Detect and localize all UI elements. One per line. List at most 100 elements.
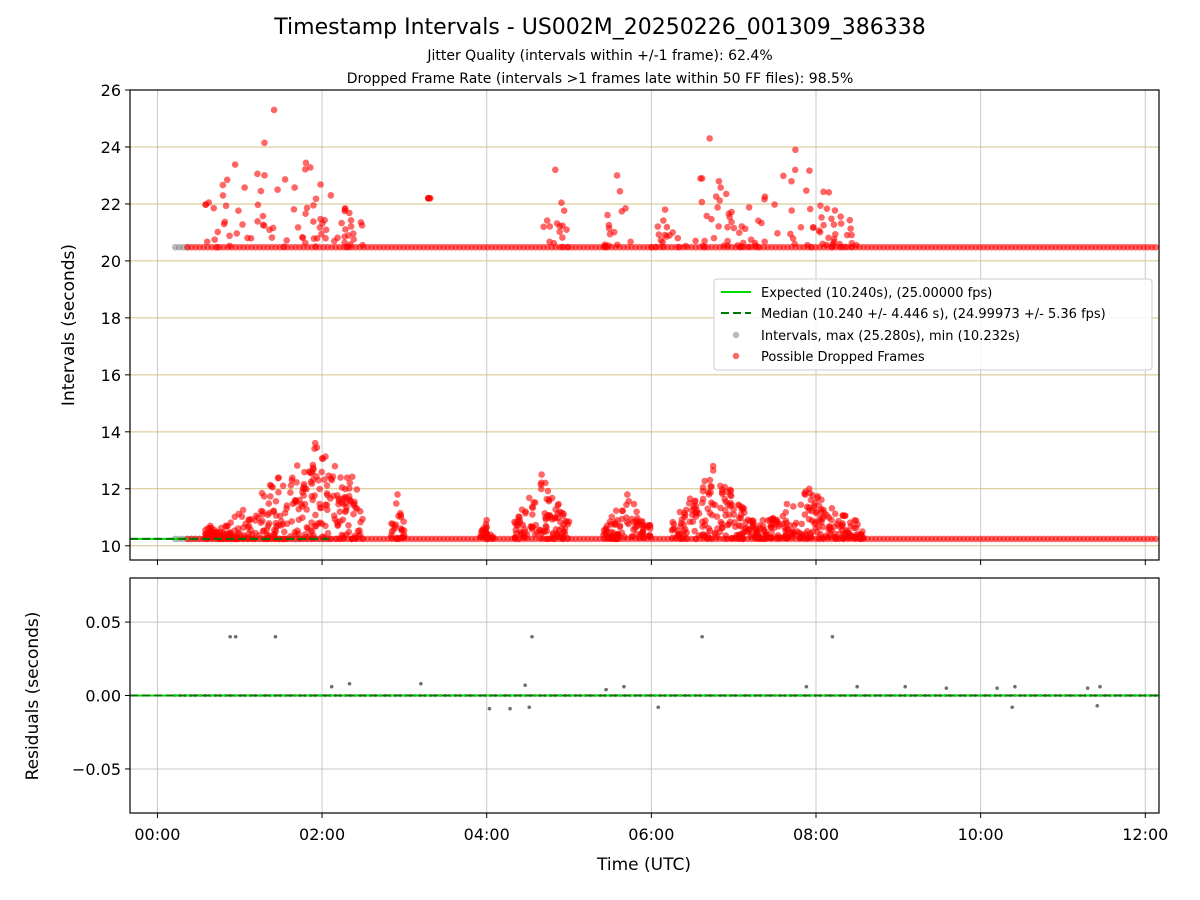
- dropped-frame-point: [350, 500, 358, 508]
- dropped-frame-point: [670, 520, 678, 528]
- dropped-frame-point: [604, 533, 611, 541]
- dropped-frame-point: [296, 496, 303, 504]
- dropped-frame-point: [791, 240, 799, 248]
- dropped-frame-point: [727, 502, 734, 510]
- dropped-frame-point: [657, 236, 665, 244]
- residuals-series: [130, 634, 1159, 711]
- intervals-y-tick-label: 12: [101, 480, 121, 499]
- dropped-frame-point: [661, 231, 669, 239]
- intervals-ticks: 10 12 14 16 18 20 22 24 26: [101, 81, 1146, 565]
- dropped-frame-point: [400, 518, 407, 525]
- dropped-frame-point: [309, 476, 317, 483]
- dropped-frame-point: [669, 534, 676, 542]
- x-tick-label: 08:00: [793, 825, 839, 844]
- dropped-frame-point: [348, 473, 356, 481]
- intervals-y-tick-label: 22: [101, 195, 121, 214]
- dropped-frame-point: [276, 512, 284, 520]
- dropped-frame-point: [219, 192, 227, 199]
- dropped-frame-point: [323, 482, 331, 489]
- dropped-frame-point: [343, 503, 350, 511]
- dropped-frame-point: [788, 533, 796, 540]
- dropped-frame-point: [625, 520, 632, 528]
- dropped-frame-point: [322, 234, 329, 242]
- dropped-frame-point: [556, 228, 563, 236]
- dropped-frame-point: [563, 226, 570, 233]
- dropped-frame-point: [818, 214, 825, 221]
- dropped-frame-point: [682, 535, 690, 543]
- dropped-frame-point: [552, 166, 559, 174]
- dropped-frame-point: [780, 172, 787, 180]
- dropped-frame-point: [710, 234, 718, 242]
- dropped-frame-point: [745, 243, 753, 251]
- dropped-frame-point: [601, 241, 609, 248]
- dropped-frame-point: [272, 498, 280, 505]
- dropped-frame-point: [394, 535, 401, 542]
- dropped-frame-point: [699, 495, 707, 503]
- dropped-frame-point: [223, 176, 231, 184]
- dropped-frame-point: [346, 479, 354, 487]
- residual-outlier-point: [944, 686, 949, 690]
- dropped-frame-point: [543, 495, 551, 503]
- dropped-frame-point: [686, 518, 694, 526]
- dropped-frame-point: [860, 534, 867, 542]
- dropped-frame-point: [839, 533, 846, 541]
- residual-outlier-point: [903, 684, 907, 689]
- dropped-frame-point: [270, 106, 278, 114]
- dropped-frame-point: [817, 202, 824, 209]
- dropped-frame-point: [561, 530, 569, 537]
- dropped-frame-point: [853, 241, 860, 249]
- dropped-frame-point: [685, 499, 693, 507]
- dropped-frame-point: [343, 474, 351, 482]
- dropped-frame-point: [804, 241, 811, 249]
- dropped-frame-point: [261, 172, 268, 179]
- dropped-frame-point: [745, 204, 753, 211]
- dropped-frame-point: [611, 519, 619, 526]
- residual-outlier-point: [1095, 703, 1100, 708]
- dropped-frame-point: [248, 515, 255, 523]
- dropped-frame-point: [202, 530, 209, 538]
- dropped-frame-point: [819, 535, 826, 542]
- dropped-frame-point: [659, 243, 667, 250]
- dropped-frame-point: [316, 224, 324, 231]
- dropped-frame-point: [310, 202, 317, 209]
- dropped-frame-point: [648, 243, 655, 251]
- dropped-frame-point: [302, 159, 310, 167]
- dropped-frame-point: [622, 205, 629, 212]
- dropped-frame-point: [279, 535, 287, 543]
- dropped-frame-point: [769, 515, 777, 523]
- dropped-frame-point: [515, 535, 522, 543]
- dropped-frame-point: [825, 189, 833, 196]
- dropped-frame-point: [731, 519, 738, 526]
- dropped-frame-point: [805, 485, 813, 493]
- intervals-y-tick-label: 10: [101, 537, 121, 556]
- dropped-frame-point: [338, 219, 345, 227]
- dropped-frame-point: [255, 531, 263, 539]
- residual-outlier-point: [1085, 686, 1090, 690]
- dropped-frame-point: [318, 230, 325, 238]
- dropped-frame-point: [301, 485, 309, 493]
- dropped-frame-point: [306, 164, 314, 171]
- dropped-frame-point: [814, 529, 821, 536]
- dropped-frame-point: [564, 243, 572, 251]
- dropped-frame-point: [207, 524, 215, 532]
- intervals-y-tick-label: 18: [101, 309, 121, 328]
- dropped-frame-point: [633, 508, 640, 516]
- legend-dropped-frames-label: Possible Dropped Frames: [761, 350, 925, 365]
- dropped-frame-point: [318, 455, 326, 462]
- dropped-frame-point: [660, 217, 667, 224]
- dropped-frame-point: [706, 135, 713, 142]
- dropped-frame-point: [847, 225, 854, 232]
- dropped-frame-point: [280, 243, 288, 251]
- dropped-frame-point: [353, 486, 361, 493]
- residual-outlier-point: [523, 683, 527, 688]
- dropped-frame-point: [238, 513, 246, 520]
- residual-outlier-point: [419, 681, 423, 686]
- dropped-frame-point: [214, 228, 222, 236]
- dropped-frame-point: [707, 489, 714, 496]
- dropped-frame-point: [274, 474, 282, 482]
- dropped-frame-point: [394, 491, 401, 498]
- dropped-frame-point: [674, 531, 682, 539]
- dropped-frame-point: [339, 516, 347, 524]
- dropped-frame-point: [708, 215, 715, 223]
- dropped-frame-point: [839, 520, 846, 527]
